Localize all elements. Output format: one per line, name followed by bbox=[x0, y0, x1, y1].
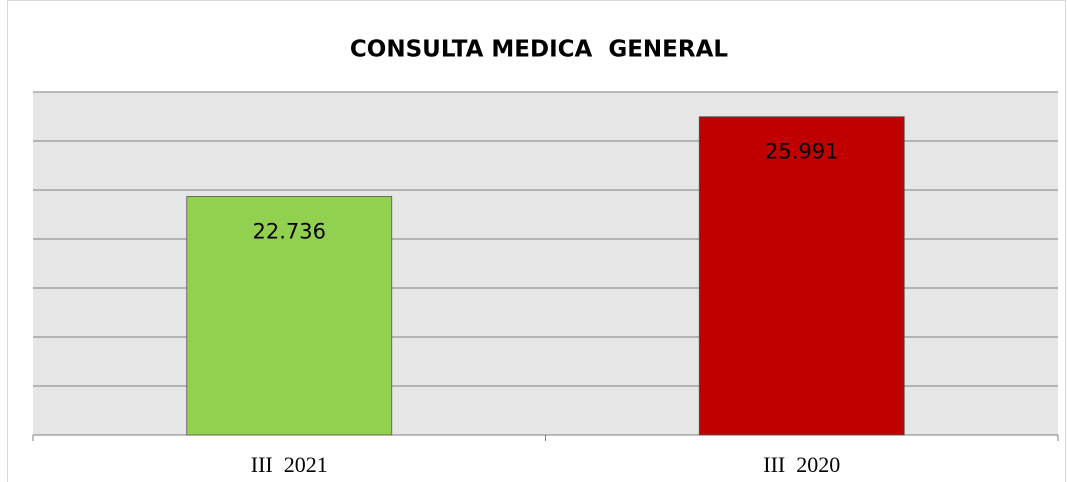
bar bbox=[698, 116, 905, 436]
value-label: 22.736 bbox=[253, 219, 326, 243]
x-tick-label: III 2021 bbox=[251, 452, 328, 477]
chart-title: CONSULTA MEDICA GENERAL bbox=[350, 37, 728, 63]
value-label: 25.991 bbox=[765, 140, 838, 164]
bar bbox=[186, 196, 393, 436]
x-tick-label: III 2020 bbox=[763, 452, 840, 477]
